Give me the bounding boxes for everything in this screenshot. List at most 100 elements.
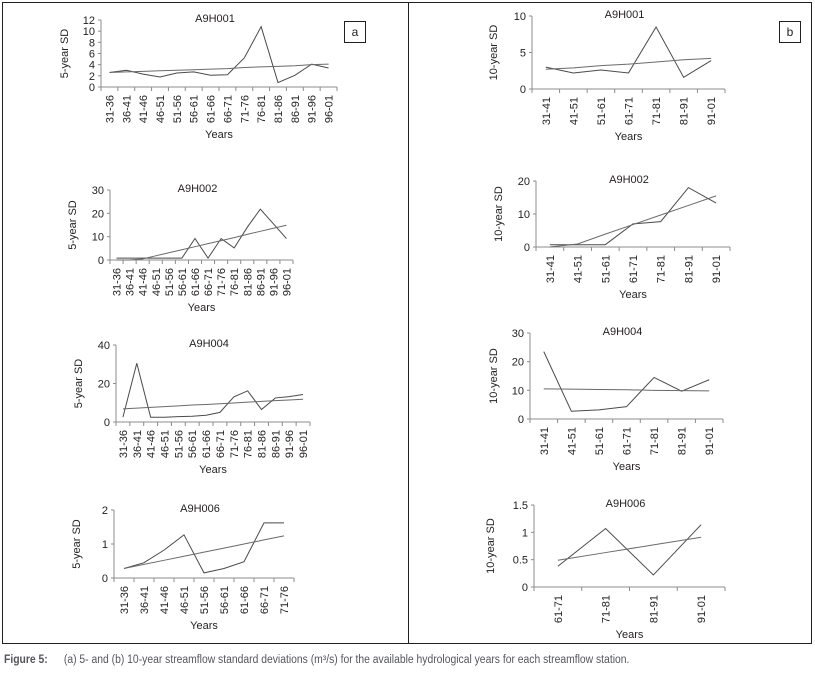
y-tick-label: 5	[520, 48, 526, 60]
x-tick-label: 41-46	[159, 586, 171, 614]
x-tick-label: 31-41	[545, 255, 557, 283]
x-tick-label: 76-81	[229, 268, 241, 296]
x-tick-label: 86-91	[270, 430, 282, 458]
x-tick-label: 81-86	[257, 430, 269, 458]
y-tick-label: 20	[518, 176, 530, 188]
x-tick-label: 66-71	[222, 95, 234, 123]
y-tick-label: 10	[514, 11, 526, 23]
x-tick-label: 96-01	[324, 95, 336, 123]
x-tick-label: 51-56	[164, 268, 176, 296]
y-tick-label: 0.5	[513, 555, 528, 567]
series-line-trend	[543, 388, 710, 392]
x-tick-label: 56-61	[177, 268, 189, 296]
x-tick-label: 61-71	[628, 255, 640, 283]
x-tick-label: 36-41	[121, 95, 133, 123]
x-tick-label: 71-76	[229, 430, 241, 458]
y-axis-label: 10-year SD	[485, 518, 497, 574]
x-tick-label: 61-71	[553, 595, 565, 623]
y-tick-label: 8	[89, 37, 95, 49]
x-tick-label: 56-61	[187, 430, 199, 458]
y-tick-label: 20	[92, 208, 104, 220]
panel-label-a: a	[344, 21, 366, 43]
x-tick-label: 71-81	[656, 255, 668, 283]
y-tick-label: 2	[102, 505, 108, 517]
x-tick-label: 91-01	[711, 255, 723, 283]
x-tick-label: 81-86	[242, 268, 254, 296]
series-line-sd	[543, 351, 710, 412]
y-tick-label: 0	[89, 82, 95, 94]
x-tick-label: 91-96	[268, 268, 280, 296]
x-tick-label: 51-61	[600, 255, 612, 283]
x-tick-label: 51-56	[172, 95, 184, 123]
y-tick-label: 1	[522, 527, 528, 539]
x-tick-label: 31-41	[539, 427, 551, 455]
x-tick-label: 66-71	[215, 430, 227, 458]
y-axis-label: 10-year SD	[493, 186, 505, 242]
chart-title: A9H006	[606, 498, 646, 510]
y-tick-label: 30	[512, 328, 524, 340]
x-axis-label: Years	[190, 620, 218, 632]
x-tick-label: 46-51	[160, 430, 172, 458]
y-tick-label: 1.5	[513, 500, 528, 512]
x-tick-label: 66-71	[259, 586, 271, 614]
x-tick-label: 41-46	[138, 268, 150, 296]
x-tick-label: 86-91	[290, 95, 302, 123]
y-tick-label: 10	[512, 385, 524, 397]
y-tick-label: 10	[83, 26, 95, 38]
x-tick-label: 41-51	[566, 427, 578, 455]
x-tick-label: 76-81	[256, 95, 268, 123]
chart-title: A9H002	[609, 174, 649, 186]
x-tick-label: 41-46	[138, 95, 150, 123]
x-tick-label: 46-51	[179, 586, 191, 614]
x-tick-label: 61-66	[201, 430, 213, 458]
y-tick-label: 0	[98, 255, 104, 267]
chart-title: A9H001	[195, 13, 235, 25]
y-axis-label: 10-year SD	[488, 348, 500, 404]
series-line-sd	[122, 363, 304, 418]
chart-title: A9H006	[180, 503, 220, 515]
x-tick-label: 71-81	[601, 595, 613, 623]
chart-title: A9H004	[189, 338, 229, 350]
series-line-sd	[109, 25, 329, 84]
y-axis-label: 10-year SD	[488, 25, 500, 81]
y-tick-label: 0	[518, 414, 524, 426]
x-tick-label: 61-66	[239, 586, 251, 614]
x-tick-label: 71-81	[651, 97, 663, 125]
caption-text: (a) 5- and (b) 10-year streamflow standa…	[63, 654, 630, 666]
series-line-trend	[545, 57, 712, 70]
chart-title: A9H002	[178, 183, 218, 195]
figure-caption: Figure 5: (a) 5- and (b) 10-year streamfl…	[4, 654, 629, 666]
x-tick-label: 61-71	[622, 427, 634, 455]
x-tick-label: 36-41	[132, 430, 144, 458]
x-tick-label: 96-01	[281, 268, 293, 296]
x-tick-label: 71-76	[216, 268, 228, 296]
x-tick-label: 76-81	[243, 430, 255, 458]
x-tick-label: 31-36	[119, 586, 131, 614]
x-tick-label: 51-56	[173, 430, 185, 458]
x-tick-label: 61-66	[206, 95, 218, 123]
x-tick-label: 31-36	[112, 268, 124, 296]
series-line-trend	[116, 224, 287, 261]
x-tick-label: 61-71	[624, 97, 636, 125]
x-tick-label: 86-91	[255, 268, 267, 296]
x-tick-label: 31-36	[118, 430, 130, 458]
y-tick-label: 10	[92, 232, 104, 244]
x-axis-label: Years	[199, 464, 227, 476]
x-tick-label: 66-71	[203, 268, 215, 296]
series-line-sd	[549, 186, 717, 246]
x-axis-label: Years	[205, 129, 233, 141]
chart-title: A9H004	[603, 326, 643, 338]
x-tick-label: 56-61	[189, 95, 201, 123]
y-tick-label: 4	[89, 60, 95, 72]
y-tick-label: 0	[524, 242, 530, 254]
x-tick-label: 71-81	[649, 427, 661, 455]
x-tick-label: 71-76	[239, 95, 251, 123]
x-tick-label: 61-66	[190, 268, 202, 296]
series-line-trend	[123, 535, 285, 569]
series-line-trend	[549, 195, 717, 248]
x-axis-label: Years	[188, 302, 216, 314]
